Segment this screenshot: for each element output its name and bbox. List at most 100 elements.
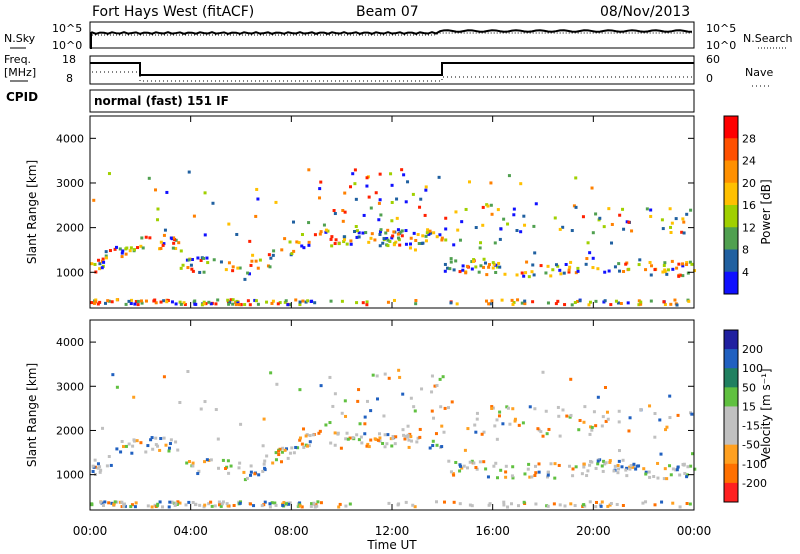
heatmap-cell (256, 266, 260, 270)
heatmap-cell (588, 463, 592, 467)
heatmap-cell (499, 227, 503, 231)
heatmap-cell (515, 273, 519, 277)
heatmap-cell (101, 426, 105, 430)
heatmap-cell (401, 392, 405, 396)
heatmap-cell (583, 504, 587, 508)
heatmap-cell (341, 208, 345, 212)
heatmap-cell (324, 228, 328, 232)
heatmap-cell (690, 412, 694, 416)
heatmap-cell (442, 500, 446, 504)
heatmap-cell (605, 410, 609, 414)
heatmap-cell (649, 299, 653, 303)
heatmap-cell (663, 270, 667, 274)
heatmap-cell (341, 219, 345, 223)
heatmap-cell (167, 505, 171, 509)
colorbar-swatch (724, 482, 738, 503)
heatmap-cell (520, 301, 524, 305)
heatmap-cell (481, 205, 485, 209)
heatmap-cell (568, 464, 572, 468)
heatmap-cell (621, 504, 625, 508)
heatmap-cell (104, 250, 108, 254)
heatmap-cell (499, 468, 503, 472)
heatmap-cell (173, 503, 177, 507)
heatmap-cell (211, 201, 215, 205)
heatmap-cell (574, 205, 578, 209)
heatmap-cell (495, 265, 499, 269)
heatmap-cell (261, 469, 265, 473)
heatmap-cell (386, 244, 390, 248)
heatmap-cell (262, 417, 266, 421)
heatmap-cell (460, 220, 464, 224)
heatmap-cell (373, 437, 377, 441)
heatmap-cell (424, 185, 428, 189)
heatmap-cell (329, 237, 333, 241)
heatmap-cell (276, 302, 280, 306)
heatmap-cell (406, 180, 410, 184)
heatmap-cell (337, 505, 341, 509)
heatmap-cell (600, 500, 604, 504)
heatmap-cell (569, 377, 573, 381)
heatmap-cell (249, 473, 253, 477)
heatmap-cell (409, 236, 413, 240)
heatmap-cell (494, 263, 498, 267)
heatmap-cell (360, 441, 364, 445)
heatmap-cell (446, 266, 450, 270)
heatmap-cell (386, 228, 390, 232)
heatmap-cell (229, 298, 233, 302)
heatmap-cell (551, 268, 555, 272)
heatmap-cell (246, 299, 250, 303)
heatmap-cell (463, 448, 467, 452)
heatmap-cell (511, 407, 515, 411)
heatmap-cell (596, 267, 600, 271)
heatmap-cell (604, 419, 608, 423)
heatmap-cell (589, 425, 593, 429)
heatmap-cell (462, 464, 466, 468)
heatmap-cell (519, 182, 523, 186)
heatmap-cell (333, 212, 337, 216)
heatmap-cell (214, 302, 218, 306)
heatmap-cell (656, 461, 660, 465)
heatmap-cell (108, 249, 112, 253)
heatmap-cell (449, 260, 453, 264)
heatmap-cell (120, 500, 124, 504)
heatmap-cell (274, 451, 278, 455)
heatmap-cell (197, 469, 201, 473)
heatmap-cell (596, 459, 600, 463)
velocity-panel: 1000 2000 3000 4000 Slant Range [km] (25, 319, 697, 511)
heatmap-cell (221, 458, 225, 462)
heatmap-cell (490, 212, 494, 216)
heatmap-cell (300, 244, 304, 248)
heatmap-cell (544, 271, 548, 275)
colorbar-swatch (724, 271, 738, 295)
heatmap-cell (375, 374, 379, 378)
heatmap-cell (563, 504, 567, 508)
heatmap-cell (149, 438, 153, 442)
heatmap-cell (668, 394, 672, 398)
heatmap-cell (440, 236, 444, 240)
heatmap-cell (298, 504, 302, 508)
heatmap-cell (440, 238, 444, 242)
heatmap-cell (431, 416, 435, 420)
heatmap-cell (290, 446, 294, 450)
heatmap-cell (162, 375, 166, 379)
heatmap-cell (411, 192, 415, 196)
heatmap-cell (549, 462, 553, 466)
heatmap-cell (133, 505, 137, 509)
heatmap-cell (216, 437, 220, 441)
heatmap-cell (307, 444, 311, 448)
heatmap-cell (378, 198, 382, 202)
heatmap-cell (196, 256, 200, 260)
heatmap-cell (236, 266, 240, 270)
heatmap-cell (111, 373, 115, 377)
heatmap-cell (648, 404, 652, 408)
heatmap-cell (220, 502, 224, 506)
heatmap-cell (487, 302, 491, 306)
heatmap-cell (301, 299, 305, 303)
heatmap-cell (444, 216, 448, 220)
heatmap-cell (630, 229, 634, 233)
heatmap-cell (631, 465, 635, 469)
colorbar-tick-label: 8 (742, 244, 749, 257)
heatmap-cell (119, 450, 123, 454)
heatmap-cell (209, 302, 213, 306)
